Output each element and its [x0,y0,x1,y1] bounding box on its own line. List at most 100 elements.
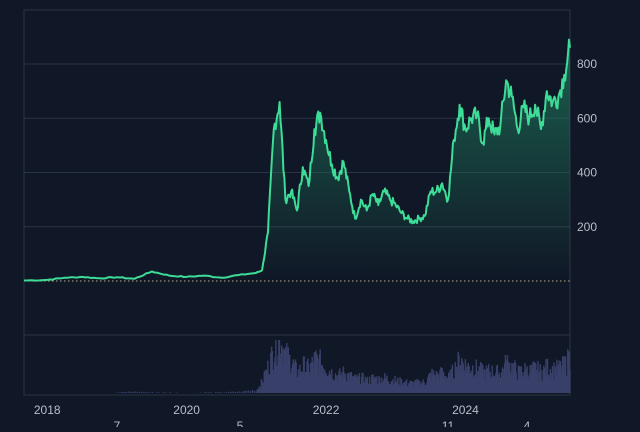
y-tick-label: 400 [577,166,597,180]
volume-bar [273,369,275,393]
volume-bar [292,359,294,393]
secondary-tick-labels: 7 5 11 4 [114,419,531,432]
volume-bar [277,355,279,393]
volume-bar [330,379,332,393]
volume-bar [436,379,438,393]
volume-bar [554,379,556,393]
volume-bar [409,380,411,393]
volume-bar [493,375,495,393]
volume-bar [123,392,125,393]
volume-bar [484,369,486,393]
volume-bar [413,385,416,393]
volume-bar [437,375,440,393]
volume-bar [303,356,305,393]
volume-bar [392,386,395,393]
volume-bar [368,376,371,393]
volume-bar [444,376,446,393]
volume-bar [326,375,328,393]
volume-bar [219,392,221,393]
volume-bar [225,392,228,393]
volume-bar [553,362,555,393]
volume-bar [116,392,119,393]
volume-bar [448,374,451,393]
volume-bar [262,383,264,393]
volume-bar [252,389,254,393]
x-tick-label: 2018 [34,403,61,417]
volume-bar [400,379,403,393]
volume-bar [145,392,147,393]
x-tick-label: 2024 [452,403,479,417]
volume-bar [175,392,178,393]
volume-bar [162,392,165,393]
volume-bar [232,391,234,393]
volume-bar [306,361,308,393]
volume-bar [236,391,239,393]
volume-bar [546,358,549,393]
volume-bar [434,374,436,393]
volume-bar [473,379,475,393]
volume-bar [365,382,367,393]
volume-bar [275,366,278,393]
volume-bar [291,364,294,393]
volume-bar [217,392,219,393]
volume-bar [334,381,336,393]
volume-bar [164,392,167,393]
volume-bar [405,379,408,393]
volume-bar [406,386,408,393]
volume-bar [301,373,303,393]
volume-bar [204,392,206,393]
volume-bar [338,370,340,393]
volume-bar [347,373,350,393]
volume-bar [319,349,321,393]
volume-bar [328,370,331,393]
volume-bar [143,392,145,393]
volume-bar [462,363,464,393]
volume-bar [134,391,136,393]
volume-bar [398,385,400,393]
volume-bar [151,392,154,393]
volume-bar [428,373,430,393]
volume-bar [535,363,537,393]
volume-bar [158,392,160,393]
volume-bar [169,392,171,393]
volume-bar [132,391,134,393]
volume-bar [221,392,223,393]
volume-bar [562,368,565,393]
volume-bar [275,340,277,393]
volume-bar [322,368,324,393]
volume-bar [387,381,389,393]
volume-bar [482,380,485,393]
volume-bar [526,366,528,393]
volume-bar [256,389,258,393]
volume-bar [546,374,548,393]
volume-bar [381,383,384,393]
secondary-tick-label: 5 [237,419,244,427]
volume-bar [384,377,387,393]
volume-bar [432,374,434,393]
volume-bar [249,390,252,393]
x-tick-label: 2022 [313,403,340,417]
volume-bar [286,364,289,393]
volume-bar [399,377,401,393]
y-axis-labels: 200 400 600 800 [577,57,597,234]
volume-bar [317,358,319,393]
volume-bar [297,369,300,393]
volume-bar [383,379,385,393]
volume-bar [537,360,539,393]
volume-bar [269,375,271,393]
volume-bar [127,391,130,393]
volume-bar [532,361,534,393]
volume-bar [460,366,462,393]
volume-bar [312,362,314,393]
volume-bar [270,346,273,393]
volume-bar [437,372,439,393]
volume-bar [370,384,372,393]
volume-bar [397,384,400,393]
volume-bar [206,392,208,393]
volume-bar [323,374,325,393]
y-tick-label: 200 [577,220,597,234]
volume-bar [495,365,498,393]
volume-bar [358,372,361,393]
volume-bar [458,372,461,393]
